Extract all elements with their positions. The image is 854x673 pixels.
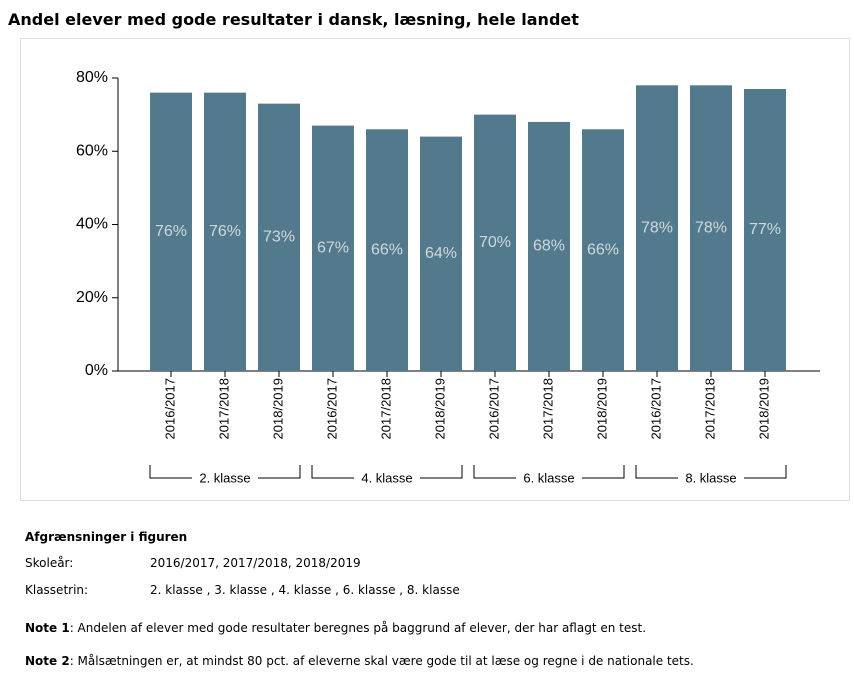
- x-tick-label: 2017/2018: [540, 378, 555, 439]
- filter-row: Skoleår: 2016/2017, 2017/2018, 2018/2019: [25, 556, 361, 570]
- note-text: : Andelen af elever med gode resultater …: [69, 621, 647, 635]
- group-label: 8. klasse: [685, 470, 736, 485]
- y-tick-label: 60%: [76, 142, 108, 159]
- bar: [150, 92, 192, 372]
- x-tick-label: 2017/2018: [702, 378, 717, 439]
- value-label: 76%: [155, 223, 187, 240]
- y-tick-label: 80%: [76, 69, 108, 86]
- x-tick-label: 2018/2019: [756, 378, 771, 439]
- bar: [258, 103, 300, 371]
- y-tick-label: 0%: [85, 362, 108, 379]
- group-label-bg: [192, 470, 258, 486]
- chart: 0% 20% 40% 60% 80% 2016/2017 76% 2017/2018 76% 20…: [76, 69, 820, 486]
- y-tick-label: 40%: [76, 216, 108, 233]
- x-tick-label: 2018/2019: [594, 378, 609, 439]
- group-label: 6. klasse: [523, 470, 574, 485]
- x-tick-label: 2017/2018: [216, 378, 231, 439]
- bar: [582, 129, 624, 371]
- bar: [636, 85, 678, 371]
- value-label: 78%: [695, 219, 727, 236]
- bar: [204, 92, 246, 372]
- note: Note 2: Målsætningen er, at mindst 80 pc…: [25, 654, 694, 668]
- value-label: 76%: [209, 223, 241, 240]
- value-label: 66%: [587, 241, 619, 258]
- value-label: 64%: [425, 245, 457, 262]
- note-label: Note 2: [25, 654, 70, 668]
- group-label-bg: [354, 470, 420, 486]
- value-label: 78%: [641, 219, 673, 236]
- bar: [366, 129, 408, 371]
- bar: [312, 125, 354, 371]
- x-tick-label: 2018/2019: [432, 378, 447, 439]
- filter-row: Klassetrin: 2. klasse , 3. klasse , 4. kl…: [25, 583, 460, 597]
- group-label-bg: [678, 470, 744, 486]
- filter-label: Skoleår:: [25, 556, 74, 570]
- group-label: 2. klasse: [199, 470, 250, 485]
- filter-value: 2. klasse , 3. klasse , 4. klasse , 6. k…: [150, 583, 460, 597]
- bar: [528, 121, 570, 371]
- x-tick-label: 2017/2018: [378, 378, 393, 439]
- bar: [744, 88, 786, 372]
- value-label: 68%: [533, 238, 565, 255]
- group-label-bg: [516, 470, 582, 486]
- filters-heading: Afgrænsninger i figuren: [25, 530, 187, 544]
- chart-title: Andel elever med gode resultater i dansk…: [8, 10, 579, 29]
- value-label: 66%: [371, 241, 403, 258]
- x-tick-label: 2016/2017: [162, 378, 177, 439]
- x-tick-label: 2016/2017: [486, 378, 501, 439]
- heading: Afgrænsninger i figuren: [25, 530, 188, 544]
- x-tick-label: 2016/2017: [648, 378, 663, 439]
- value-label: 70%: [479, 234, 511, 251]
- value-label: 73%: [263, 229, 295, 246]
- chart-box: [20, 38, 850, 501]
- value-label: 77%: [749, 221, 781, 238]
- y-tick-label: 20%: [76, 289, 108, 306]
- x-tick-label: 2018/2019: [270, 378, 285, 439]
- filter-value: 2016/2017, 2017/2018, 2018/2019: [150, 556, 361, 570]
- bar: [690, 85, 732, 371]
- group-label: 4. klasse: [361, 470, 412, 485]
- note-text: : Målsætningen er, at mindst 80 pct. af …: [69, 654, 694, 668]
- note: Note 1: Andelen af elever med gode resul…: [25, 621, 646, 635]
- note-label: Note 1: [25, 621, 70, 635]
- value-label: 67%: [317, 240, 349, 257]
- bar: [474, 114, 516, 371]
- filter-label: Klassetrin:: [25, 583, 89, 597]
- bar: [420, 136, 462, 371]
- x-tick-label: 2016/2017: [324, 378, 339, 439]
